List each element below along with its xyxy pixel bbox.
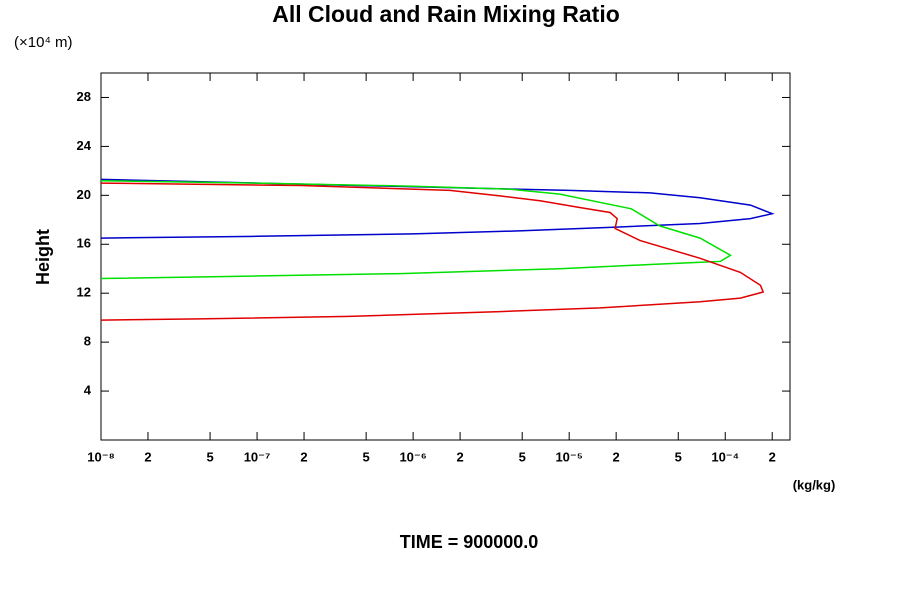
plot-frame	[100, 72, 791, 441]
profile-line	[101, 182, 765, 321]
y-axis-label: Height	[33, 229, 53, 285]
y-tick-label: 24	[77, 138, 92, 153]
x-tick-label: 5	[675, 449, 682, 464]
y-tick-label: 20	[77, 187, 91, 202]
x-tick-label: 2	[456, 449, 463, 464]
x-tick-label: 5	[206, 449, 213, 464]
profile-line	[101, 179, 732, 280]
x-tick-label: 10⁻⁶	[399, 449, 426, 464]
x-tick-label: 10⁻⁴	[711, 449, 739, 464]
x-tick-label: 2	[300, 449, 307, 464]
x-tick-label: 2	[144, 449, 151, 464]
y-tick-label: 12	[77, 285, 91, 300]
y-tick-label: 16	[77, 236, 91, 251]
x-tick-label: 10⁻⁵	[555, 449, 582, 464]
y-tick-label: 4	[84, 383, 92, 398]
x-unit: (kg/kg)	[793, 477, 836, 492]
y-unit: (×10⁴ m)	[14, 34, 73, 51]
footer-time: TIME = 900000.0	[400, 532, 539, 552]
x-tick-label: 10⁻⁷	[244, 449, 271, 464]
x-tick-label: 10⁻⁸	[87, 449, 114, 464]
x-tick-label: 5	[363, 449, 370, 464]
y-tick-label: 28	[77, 89, 91, 104]
x-tick-label: 5	[519, 449, 526, 464]
y-tick-label: 8	[84, 334, 91, 349]
x-tick-label: 2	[613, 449, 620, 464]
x-tick-label: 2	[769, 449, 776, 464]
chart-title: All Cloud and Rain Mixing Ratio	[272, 1, 620, 27]
